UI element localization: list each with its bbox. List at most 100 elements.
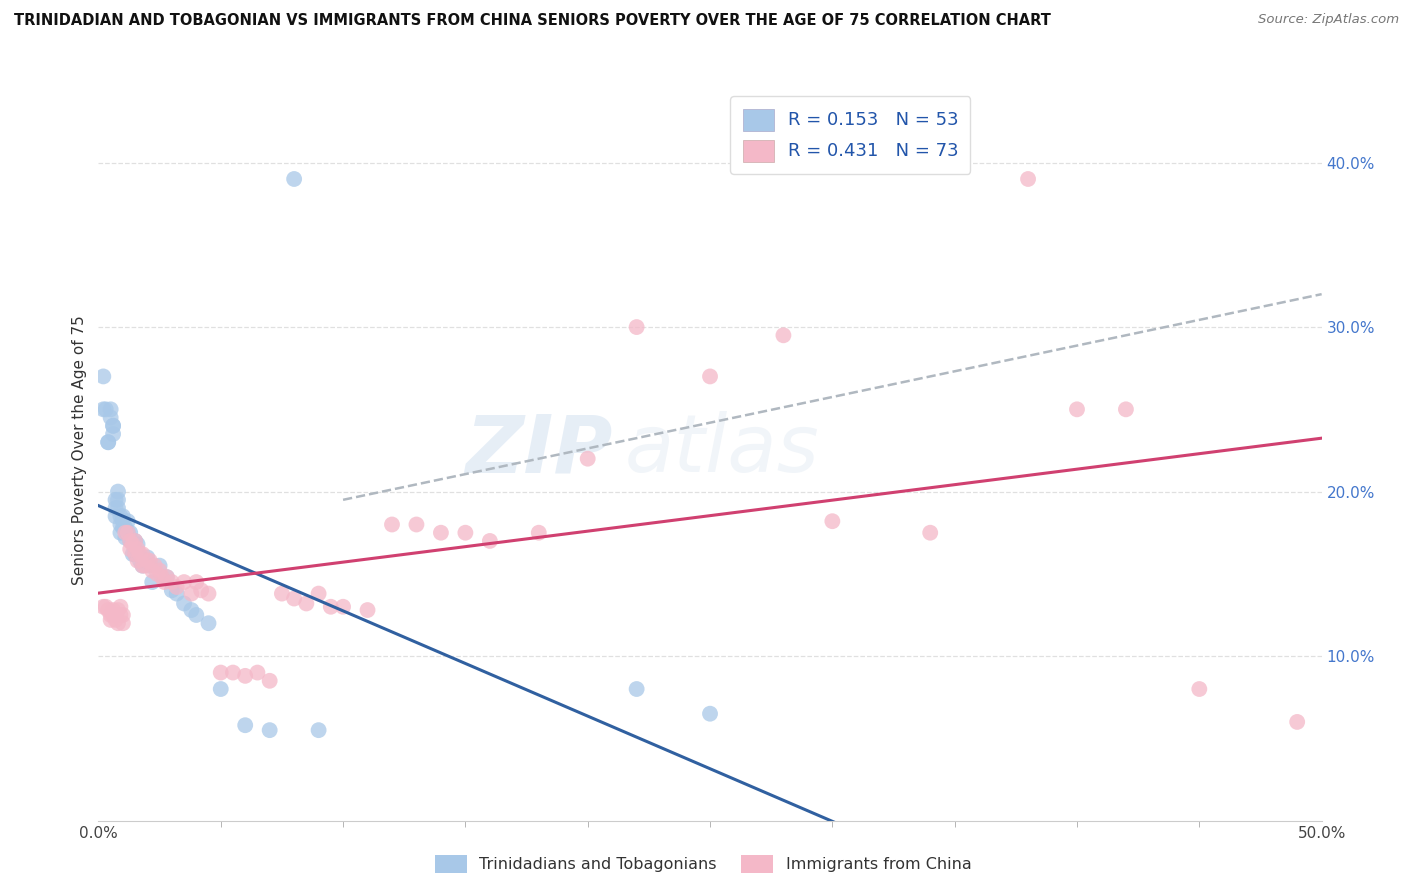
Point — [121, 537, 143, 551]
Point — [110, 607, 132, 622]
Point — [149, 564, 172, 578]
Point — [186, 575, 208, 590]
Point — [100, 607, 122, 622]
Point — [124, 547, 146, 561]
Point — [110, 525, 132, 540]
Point — [332, 599, 354, 614]
Point — [1066, 402, 1088, 417]
Point — [104, 492, 127, 507]
Point — [101, 418, 124, 433]
Point — [1017, 172, 1039, 186]
Point — [114, 531, 136, 545]
Point — [91, 369, 114, 384]
Point — [104, 607, 127, 622]
Point — [107, 603, 129, 617]
Point — [308, 586, 330, 600]
Point — [141, 575, 163, 590]
Point — [110, 517, 132, 532]
Point — [270, 586, 294, 600]
Point — [1286, 714, 1309, 729]
Point — [233, 669, 256, 683]
Point — [180, 586, 202, 600]
Y-axis label: Seniors Poverty Over the Age of 75: Seniors Poverty Over the Age of 75 — [72, 316, 87, 585]
Point — [111, 521, 134, 535]
Point — [127, 537, 149, 551]
Point — [104, 613, 127, 627]
Point — [107, 492, 129, 507]
Point — [527, 525, 550, 540]
Point — [97, 603, 120, 617]
Point — [134, 558, 156, 573]
Point — [308, 723, 330, 738]
Point — [454, 525, 477, 540]
Point — [1188, 681, 1211, 696]
Text: atlas: atlas — [624, 411, 820, 490]
Point — [111, 514, 134, 528]
Point — [626, 681, 648, 696]
Point — [246, 665, 269, 680]
Point — [120, 533, 142, 548]
Point — [156, 570, 179, 584]
Point — [129, 554, 152, 568]
Point — [430, 525, 453, 540]
Point — [101, 418, 124, 433]
Point — [104, 501, 127, 516]
Point — [139, 558, 162, 573]
Point — [120, 525, 142, 540]
Point — [124, 533, 146, 548]
Point — [920, 525, 942, 540]
Point — [124, 533, 146, 548]
Point — [120, 533, 142, 548]
Point — [129, 547, 152, 561]
Point — [104, 509, 127, 524]
Point — [94, 402, 117, 417]
Point — [110, 509, 132, 524]
Point — [821, 514, 844, 528]
Point — [149, 558, 172, 573]
Point — [209, 665, 232, 680]
Point — [190, 583, 212, 598]
Point — [146, 566, 169, 581]
Point — [699, 706, 721, 721]
Point — [222, 665, 245, 680]
Point — [283, 591, 305, 606]
Point — [136, 554, 159, 568]
Point — [117, 525, 139, 540]
Point — [101, 427, 124, 442]
Point — [100, 613, 122, 627]
Point — [127, 545, 149, 559]
Point — [166, 586, 188, 600]
Point — [107, 501, 129, 516]
Point — [97, 435, 120, 450]
Point — [319, 599, 342, 614]
Point — [197, 586, 219, 600]
Point — [156, 570, 179, 584]
Point — [153, 575, 176, 590]
Point — [233, 718, 256, 732]
Point — [127, 554, 149, 568]
Point — [117, 525, 139, 540]
Point — [100, 410, 122, 425]
Point — [143, 558, 166, 573]
Point — [131, 558, 153, 573]
Point — [124, 547, 146, 561]
Point — [1115, 402, 1137, 417]
Point — [131, 547, 153, 561]
Point — [576, 451, 599, 466]
Text: Source: ZipAtlas.com: Source: ZipAtlas.com — [1258, 13, 1399, 27]
Point — [101, 607, 124, 622]
Point — [91, 599, 114, 614]
Point — [356, 603, 378, 617]
Point — [101, 603, 124, 617]
Legend: Trinidadians and Tobagonians, Immigrants from China: Trinidadians and Tobagonians, Immigrants… — [429, 848, 977, 880]
Point — [209, 681, 232, 696]
Point — [114, 525, 136, 540]
Point — [381, 517, 404, 532]
Point — [150, 570, 173, 584]
Point — [197, 616, 219, 631]
Point — [111, 509, 134, 524]
Point — [283, 172, 305, 186]
Point — [121, 547, 143, 561]
Point — [141, 564, 163, 578]
Point — [160, 575, 183, 590]
